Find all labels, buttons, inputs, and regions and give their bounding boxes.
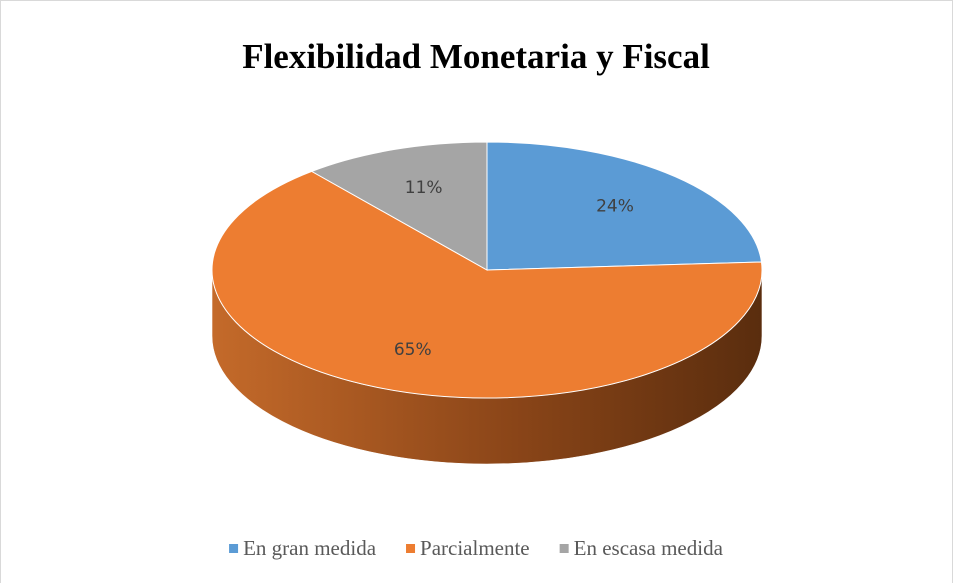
pie-slice <box>310 141 488 271</box>
legend-swatch <box>229 544 239 553</box>
pie-slice <box>211 170 763 399</box>
data-label: 24% <box>596 197 634 217</box>
pie-slice <box>486 141 763 271</box>
legend-swatch <box>406 544 416 553</box>
pie: 24% 65% 11% <box>211 141 763 465</box>
legend-label: En escasa medida <box>574 536 724 560</box>
data-label: 65% <box>394 340 432 360</box>
data-label: 11% <box>405 178 443 198</box>
chart-title: Flexibilidad Monetaria y Fiscal <box>242 37 710 76</box>
legend: En gran medida Parcialmente En escasa medi… <box>229 536 724 560</box>
legend-label: En gran medida <box>243 536 377 560</box>
legend-label: Parcialmente <box>420 536 530 560</box>
legend-swatch <box>559 544 569 553</box>
